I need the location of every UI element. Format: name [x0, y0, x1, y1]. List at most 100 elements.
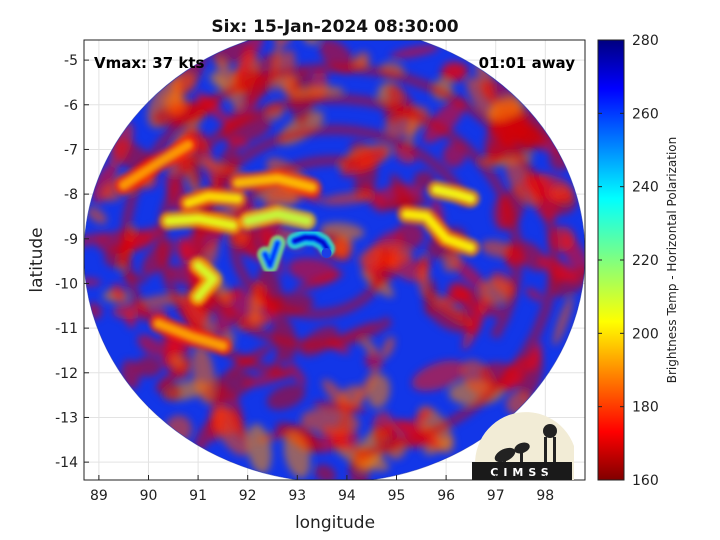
- texture-cell: [352, 367, 379, 410]
- y-tick-label: -9: [64, 232, 78, 248]
- texture-cell: [447, 281, 468, 303]
- texture-cell: [367, 374, 391, 409]
- texture-cell: [247, 423, 272, 474]
- y-tick-label: -13: [55, 410, 78, 426]
- texture-cell: [162, 92, 187, 114]
- x-tick-label: 92: [239, 488, 257, 504]
- texture-cell: [381, 336, 395, 359]
- texture-cell: [300, 408, 361, 435]
- colorbar-tick-label: 220: [632, 253, 659, 269]
- x-tick-label: 96: [437, 488, 455, 504]
- x-tick-label: 94: [338, 488, 356, 504]
- colorbar: 160 180 200 220 240 260 280 Brightness Temp - …: [597, 33, 679, 489]
- storm-eye: [321, 247, 332, 258]
- texture-cell: [488, 95, 524, 121]
- colorbar-gradient: [597, 39, 625, 481]
- band-inner-band: [243, 210, 312, 225]
- texture-cell: [320, 192, 374, 206]
- logo-text: CIMSS: [490, 466, 553, 479]
- texture-cell: [266, 383, 306, 410]
- texture-cell: [196, 158, 248, 179]
- band-west-band: [164, 214, 237, 230]
- texture-cell: [283, 431, 311, 479]
- vmax-annotation: Vmax: 37 kts: [94, 54, 204, 72]
- y-tick-label: -8: [64, 187, 78, 203]
- texture-cell: [120, 226, 165, 252]
- texture-cell: [312, 401, 367, 414]
- texture-cell: [396, 221, 425, 249]
- texture-cell: [294, 271, 344, 292]
- texture-cell: [109, 122, 134, 169]
- rain-bands: [114, 136, 480, 355]
- colorbar-tick-label: 280: [632, 33, 659, 49]
- plot-area: Vmax: 37 kts 01:01 away CIMSS: [83, 39, 586, 481]
- texture-cell: [84, 232, 110, 248]
- texture-cell: [428, 304, 470, 333]
- texture-cell: [508, 105, 560, 144]
- texture-cell: [110, 283, 126, 302]
- y-tick-label: -10: [55, 276, 78, 292]
- texture-cell: [216, 57, 243, 110]
- band-north-band: [233, 174, 317, 192]
- band-core-line: [293, 235, 329, 251]
- x-axis-label: longitude: [295, 513, 375, 533]
- band-east-band: [402, 210, 475, 252]
- texture-cell: [209, 72, 227, 89]
- y-tick-label: -5: [64, 53, 78, 69]
- x-tick-label: 98: [536, 488, 554, 504]
- texture-cell: [137, 334, 164, 356]
- y-tick-label: -14: [55, 455, 78, 471]
- texture-cell: [415, 257, 432, 270]
- texture-cell: [135, 356, 163, 377]
- texture-cell: [364, 351, 384, 371]
- band-west-band-3: [184, 192, 242, 207]
- texture-cell: [287, 361, 307, 386]
- y-tick-label: -12: [55, 366, 78, 382]
- colorbar-tick-label: 160: [632, 473, 659, 489]
- x-tick-label: 93: [288, 488, 306, 504]
- texture-cell: [194, 418, 216, 454]
- colorbar-tick-label: 240: [632, 180, 659, 196]
- x-axis: 89 90 91 92 93 94 95 96 97 98: [90, 475, 554, 504]
- y-tick-label: -7: [64, 142, 78, 158]
- y-tick-label: -6: [64, 98, 78, 114]
- x-tick-label: 95: [388, 488, 406, 504]
- texture-cell: [314, 464, 337, 480]
- texture-cell: [213, 406, 250, 456]
- band-east-band-2: [432, 185, 475, 203]
- texture-cell: [154, 359, 192, 391]
- chart-title: Six: 15-Jan-2024 08:30:00: [211, 17, 458, 37]
- texture-cell: [229, 391, 245, 440]
- colorbar-ticks: 160 180 200 220 240 260 280: [598, 33, 659, 489]
- time-away-annotation: 01:01 away: [479, 54, 576, 72]
- band-core-line: [263, 241, 280, 268]
- texture-cell: [441, 61, 467, 83]
- texture-cell: [515, 241, 547, 272]
- eyewall-core: [257, 229, 336, 274]
- texture-cell: [84, 277, 102, 287]
- texture-cell: [86, 207, 108, 225]
- y-tick-label: -11: [55, 321, 78, 337]
- texture-cell: [525, 287, 543, 302]
- cimss-logo: CIMSS: [472, 412, 574, 480]
- texture-cell: [389, 45, 440, 59]
- x-tick-label: 91: [189, 488, 207, 504]
- swath-imagery: [84, 40, 585, 480]
- texture-cell: [237, 40, 266, 79]
- texture-cell: [423, 97, 466, 144]
- y-axis-label: latitude: [27, 227, 47, 292]
- texture-cell: [553, 295, 573, 346]
- band-sw-band: [154, 319, 227, 350]
- texture-cell: [359, 337, 378, 355]
- colorbar-label: Brightness Temp - Horizontal Polarizatio…: [665, 137, 679, 384]
- colorbar-tick-label: 200: [632, 326, 659, 342]
- texture-cell: [354, 51, 370, 67]
- x-tick-label: 90: [140, 488, 158, 504]
- band-west-band-2: [194, 261, 217, 301]
- texture-cell: [91, 164, 117, 204]
- texture-cell: [255, 424, 310, 443]
- texture-cell: [192, 345, 215, 404]
- x-tick-label: 97: [487, 488, 505, 504]
- x-tick-label: 89: [90, 488, 108, 504]
